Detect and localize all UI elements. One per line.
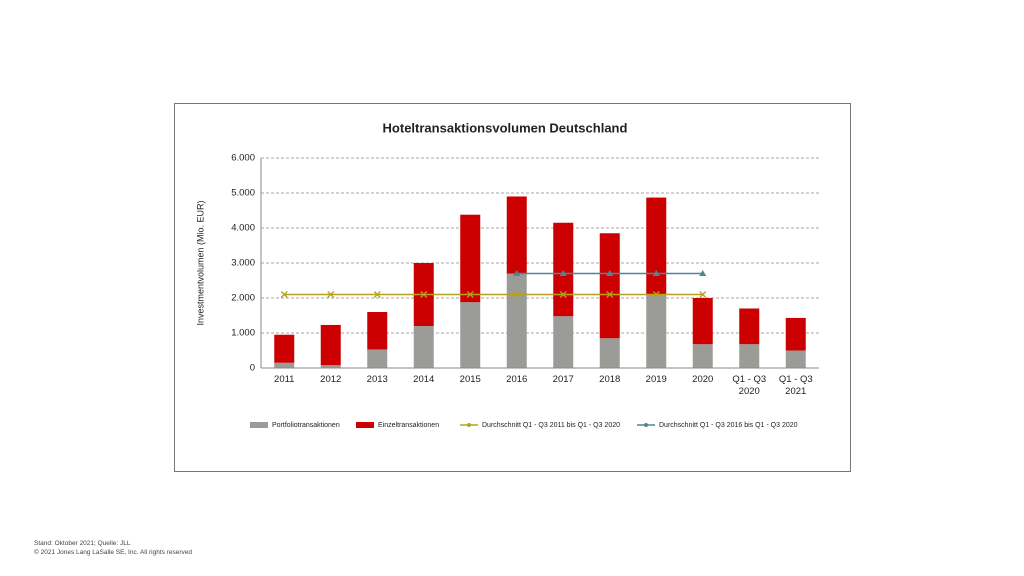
bar-segment <box>599 338 620 368</box>
marker <box>373 291 381 298</box>
marker <box>559 270 567 276</box>
bar-segment <box>739 308 760 345</box>
y-axis-label: Investmentvolumen (Mio. EUR) <box>195 200 205 325</box>
legend-swatch <box>356 422 374 428</box>
legend-swatch <box>250 422 268 428</box>
y-tick-label: 2.000 <box>231 293 255 304</box>
y-tick-label: 1.000 <box>231 328 255 339</box>
bar-segment <box>367 349 388 368</box>
bar-segment <box>460 214 481 303</box>
legend-label: Durchschnitt Q1 - Q3 2011 bis Q1 - Q3 20… <box>482 422 620 429</box>
bar-segment <box>785 350 806 368</box>
bar-segment <box>553 316 574 368</box>
marker <box>280 291 288 298</box>
bar-segment <box>506 273 527 368</box>
x-tick-label: 2019 <box>645 374 667 385</box>
chart-title: Hoteltransaktionsvolumen Deutschland <box>383 120 628 135</box>
marker <box>699 291 707 298</box>
x-tick-label: 2012 <box>320 374 342 385</box>
x-tick-label: 2017 <box>552 374 574 385</box>
marker <box>420 291 428 298</box>
marker <box>327 291 335 298</box>
x-tick-label: 2013 <box>366 374 388 385</box>
bar-segment <box>599 233 620 339</box>
legend-marker <box>644 423 648 427</box>
y-tick-label: 3.000 <box>231 258 255 269</box>
x-tick-label: 2016 <box>506 374 528 385</box>
bar-segment <box>785 317 806 351</box>
x-tick-label: Q1 - Q3 2020 <box>732 374 767 397</box>
marker <box>513 291 521 298</box>
legend-marker <box>467 423 471 427</box>
bar-segment <box>692 344 713 368</box>
legend-label: Einzeltransaktionen <box>378 422 439 429</box>
bar-segment <box>274 334 295 363</box>
bar-segment <box>646 197 667 295</box>
copyright: © 2021 Jones Lang LaSalle SE, Inc. All r… <box>34 549 192 556</box>
legend-label: Portfoliotransaktionen <box>272 422 340 429</box>
marker <box>699 270 707 276</box>
bar-segment <box>320 324 341 366</box>
bar-segment <box>274 362 295 368</box>
source-note: Stand: Oktober 2021; Quelle: JLL <box>34 540 131 547</box>
bar-segment <box>553 222 574 317</box>
y-tick-label: 4.000 <box>231 223 255 234</box>
marker <box>606 291 614 298</box>
bar-segment <box>367 312 388 350</box>
y-tick-label: 0 <box>250 363 255 374</box>
x-tick-label: 2015 <box>459 374 481 385</box>
x-tick-label: 2011 <box>274 374 295 385</box>
legend-label: Durchschnitt Q1 - Q3 2016 bis Q1 - Q3 20… <box>659 422 798 429</box>
bar-segment <box>646 294 667 368</box>
marker <box>652 270 660 276</box>
marker <box>652 291 660 298</box>
x-tick-label: 2018 <box>599 374 621 385</box>
bar-segment <box>739 344 760 368</box>
marker <box>559 291 567 298</box>
bar-segment <box>460 302 481 368</box>
marker <box>466 291 474 298</box>
y-tick-label: 5.000 <box>231 188 255 199</box>
bar-segment <box>692 298 713 345</box>
marker <box>606 270 614 276</box>
bar-segment <box>320 365 341 368</box>
bar-segment <box>506 196 527 274</box>
x-tick-label: 2014 <box>413 374 435 385</box>
marker <box>513 270 521 276</box>
y-tick-label: 6.000 <box>231 153 255 164</box>
x-tick-label: Q1 - Q3 2021 <box>778 374 813 397</box>
x-tick-label: 2020 <box>692 374 714 385</box>
bar-segment <box>413 326 434 368</box>
